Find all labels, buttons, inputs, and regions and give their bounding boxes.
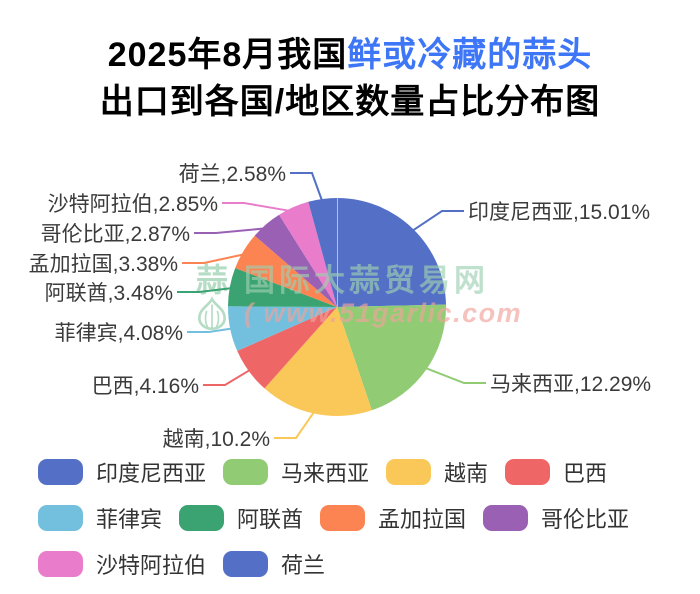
legend-row: 菲律宾 阿联酋 孟加拉国 哥伦比亚 [38,502,646,534]
legend-item-8[interactable]: 沙特阿拉伯 [38,548,206,580]
legend-label-5: 阿联酋 [237,507,304,532]
legend-item-4[interactable]: 菲律宾 [38,502,162,534]
pie-slice-8[interactable] [279,201,337,307]
legend-swatch-8 [38,551,83,577]
legend-item-5[interactable]: 阿联酋 [179,502,303,534]
leader-line-1 [421,365,486,384]
legend-label-8: 沙特阿拉伯 [96,553,207,578]
legend-swatch-1 [223,459,269,485]
pie-slice-6[interactable] [235,235,337,307]
pie-slice-0[interactable] [337,197,446,307]
chart-title-line2: 出口到各国/地区数量占比分布图 [99,83,601,121]
legend-swatch-2 [386,459,432,485]
leader-line-3 [203,367,254,386]
legend-item-9[interactable]: 荷兰 [223,548,325,580]
pie-slice-4[interactable] [227,306,337,351]
legend-item-7[interactable]: 哥伦比亚 [483,502,629,534]
legend-item-3[interactable]: 巴西 [505,456,607,488]
legend-label-0: 印度尼西亚 [96,461,207,486]
pie-slice-9[interactable] [308,197,337,307]
legend-label-1: 马来西亚 [281,461,370,486]
legend-swatch-0 [38,459,83,485]
legend-swatch-3 [505,459,551,485]
leader-line-5 [177,286,235,293]
legend-row: 印度尼西亚 马来西亚 越南 巴西 [38,456,646,488]
legend-item-0[interactable]: 印度尼西亚 [38,456,206,488]
legend: 印度尼西亚 马来西亚 越南 巴西菲律宾 阿联酋 孟加拉国 哥伦比亚沙特阿拉伯 荷兰 [38,459,646,594]
leader-line-8 [222,202,296,213]
leader-line-6 [182,252,249,264]
legend-item-6[interactable]: 孟加拉国 [320,502,466,534]
legend-swatch-6 [320,505,366,531]
slice-seam-line [336,198,338,307]
leader-line-2 [274,408,318,439]
pie-slice-3[interactable] [237,307,337,389]
leader-line-0 [409,210,464,234]
pie-slice-7[interactable] [254,214,337,307]
legend-swatch-9 [223,551,269,577]
pie-slice-2[interactable] [264,307,372,417]
legend-swatch-4 [38,505,83,531]
title-prefix: 2025年8月我国 [107,36,348,74]
legend-item-1[interactable]: 马来西亚 [223,456,369,488]
title-highlight: 鲜或冷藏的蒜头 [347,36,593,74]
legend-label-2: 越南 [444,461,489,486]
legend-label-3: 巴西 [563,461,608,486]
legend-row: 沙特阿拉伯 荷兰 [38,548,646,580]
legend-label-4: 菲律宾 [96,507,163,532]
chart-title-line1: 2025年8月我国鲜或冷藏的蒜头 [0,36,700,74]
legend-label-6: 孟加拉国 [378,507,467,532]
leader-line-7 [194,227,270,234]
legend-item-2[interactable]: 越南 [386,456,488,488]
leader-line-4 [187,327,236,333]
pie-slice-1[interactable] [337,304,447,411]
legend-swatch-5 [179,505,225,531]
legend-label-9: 荷兰 [281,553,326,578]
pie-slice-5[interactable] [228,268,337,307]
legend-label-7: 哥伦比亚 [541,507,630,532]
legend-swatch-7 [483,505,529,531]
leader-line-9 [290,172,325,205]
